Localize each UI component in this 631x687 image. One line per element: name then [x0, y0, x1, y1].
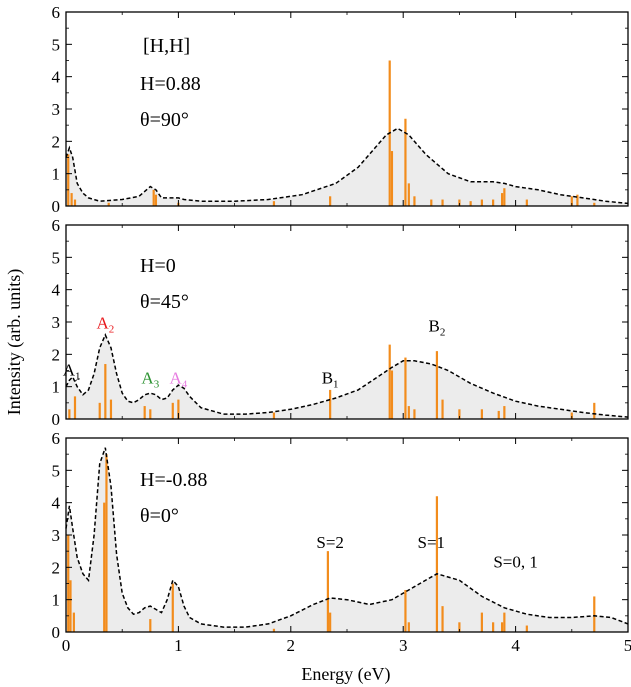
- panel-annotation: θ=0°: [140, 505, 179, 527]
- x-tick-label: 4: [511, 636, 520, 655]
- panel-annotation: [H,H]: [143, 35, 190, 57]
- panel-annotation: θ=90°: [140, 109, 189, 131]
- panel-3: 0 1 2 3 4 5 6 0 1 2 3 4 5 H=-0.88 θ=0° S=2 S=1 S=0, 1: [52, 429, 631, 655]
- y-tick-label: 2: [52, 345, 61, 364]
- y-axis-label: Intensity (arb. units): [4, 269, 25, 415]
- y-tick-label: 1: [52, 378, 61, 397]
- peak-label: B2: [428, 317, 445, 339]
- peak-label: S=1: [418, 533, 446, 552]
- spectrum-fill-area: [66, 334, 628, 419]
- panel-annotation: H=0: [140, 255, 176, 277]
- y-tick-label: 4: [52, 281, 61, 300]
- peak-label-subscript: 2: [440, 327, 446, 339]
- peak-label: A2: [96, 313, 114, 335]
- peak-label: A4: [170, 368, 188, 390]
- peak-label-subscript: 1: [333, 378, 339, 390]
- y-tick-label: 0: [52, 410, 61, 429]
- peak-label-base: B: [428, 317, 439, 336]
- spectrum-curve: [65, 127, 629, 205]
- panel-annotation: H=0.88: [140, 73, 201, 95]
- x-axis-label: Energy (eV): [301, 664, 390, 685]
- y-tick-label: 3: [52, 100, 61, 119]
- y-tick-label: 3: [52, 526, 61, 545]
- spectrum-fill-area: [66, 447, 628, 632]
- peak-label: S=0, 1: [493, 552, 538, 571]
- peak-label: A1: [63, 360, 81, 382]
- spectrum-curve: [65, 333, 629, 418]
- y-tick-label: 5: [52, 461, 61, 480]
- peak-label-subscript: 3: [154, 378, 160, 390]
- y-tick-label: 4: [52, 68, 61, 87]
- y-tick-label: 5: [52, 248, 61, 267]
- panel-annotation: θ=45°: [140, 291, 189, 313]
- y-tick-label: 2: [52, 558, 61, 577]
- spectrum-fill-area: [66, 128, 628, 206]
- y-tick-label: 3: [52, 313, 61, 332]
- peak-label: A3: [141, 368, 159, 390]
- y-tick-label: 5: [52, 35, 61, 54]
- peak-label-base: A: [170, 368, 183, 387]
- y-tick-label: 6: [52, 3, 61, 22]
- x-tick-label: 0: [62, 636, 71, 655]
- peak-label-subscript: 1: [75, 370, 81, 382]
- peak-label-base: A: [141, 368, 154, 387]
- y-tick-label: 1: [52, 591, 61, 610]
- peak-label: B1: [322, 368, 339, 390]
- x-tick-label: 2: [287, 636, 296, 655]
- y-tick-label: 2: [52, 132, 61, 151]
- spectrum-curve: [65, 447, 629, 628]
- peak-label-subscript: 4: [182, 378, 188, 390]
- y-tick-label: 0: [52, 197, 61, 216]
- peak-label-base: A: [63, 360, 76, 379]
- y-tick-label: 6: [52, 216, 61, 235]
- y-tick-label: 4: [52, 494, 61, 513]
- peak-label: S=2: [316, 533, 344, 552]
- panel-annotation: H=-0.88: [140, 469, 207, 491]
- peak-label-subscript: 2: [109, 323, 115, 335]
- x-tick-label: 3: [399, 636, 408, 655]
- x-tick-label: 1: [174, 636, 183, 655]
- y-tick-label: 0: [52, 623, 61, 642]
- y-tick-label: 6: [52, 429, 61, 448]
- panel-1: 0 1 2 3 4 5 6 [H,H] H=0.88 θ=90°: [52, 3, 629, 216]
- peak-label-base: B: [322, 368, 333, 387]
- peak-leader-line: [73, 378, 80, 383]
- peak-label-base: A: [96, 313, 109, 332]
- x-tick-label: 5: [624, 636, 631, 655]
- y-tick-label: 1: [52, 165, 61, 184]
